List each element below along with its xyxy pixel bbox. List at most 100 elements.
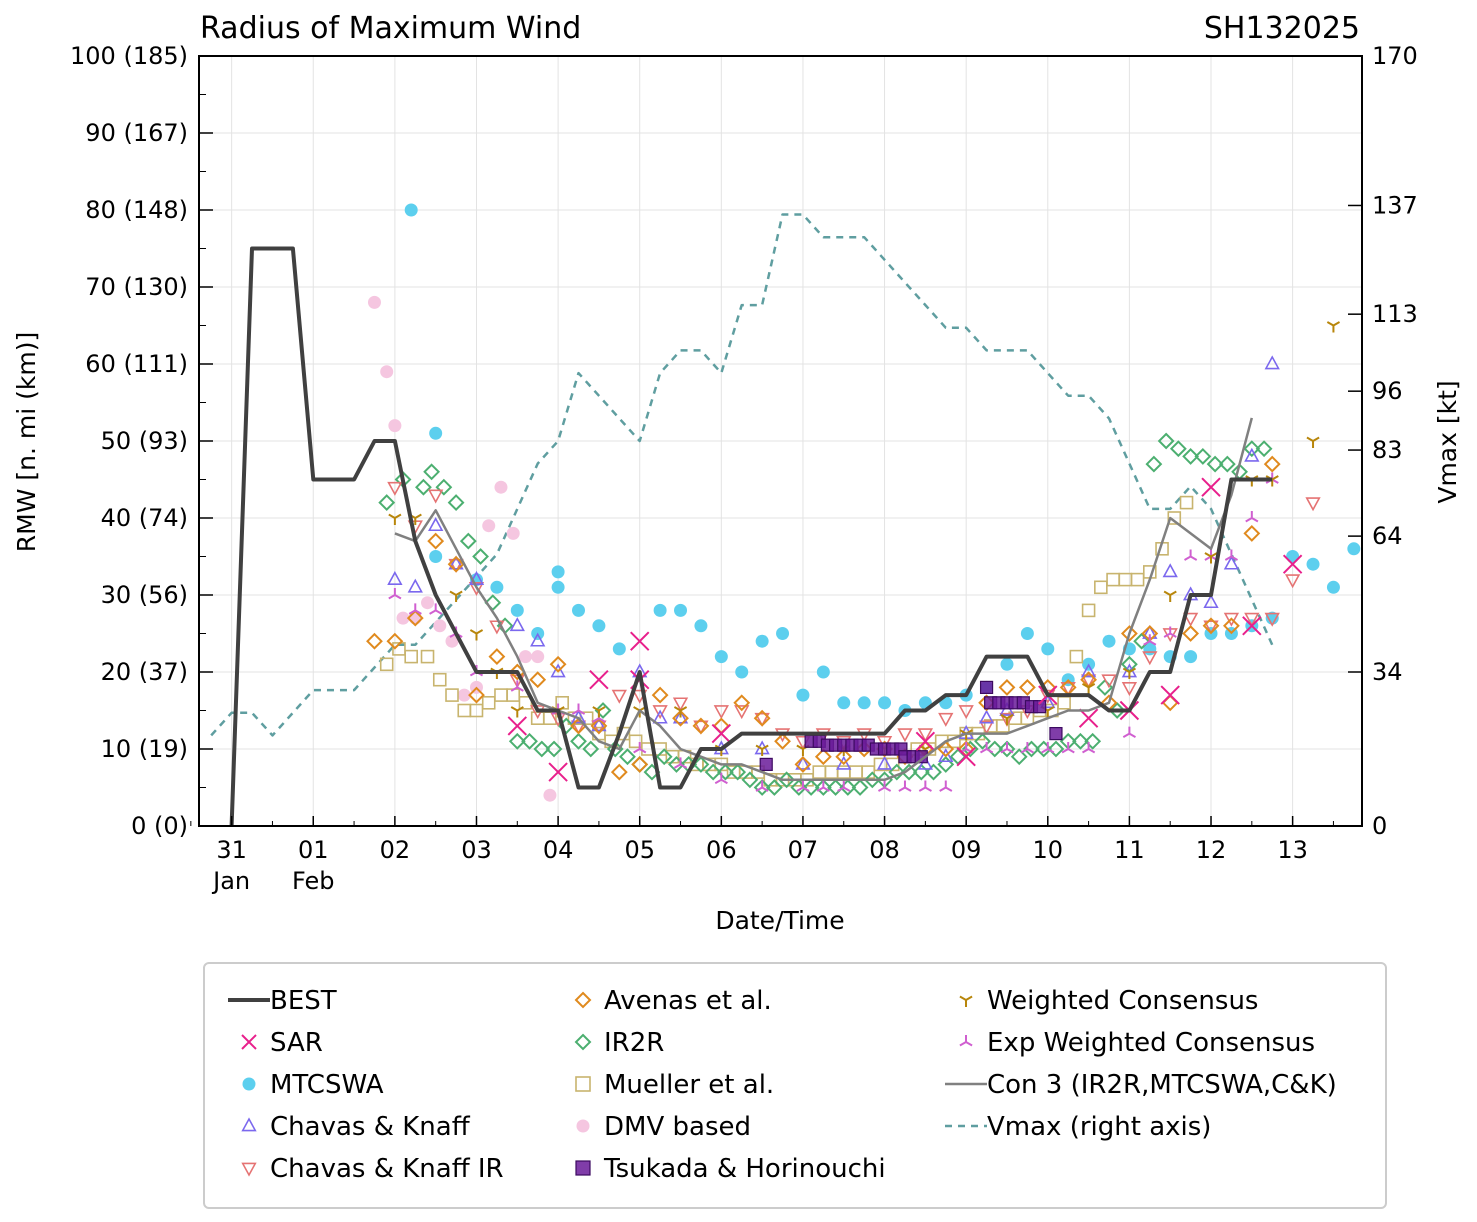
- data-point: [1145, 455, 1163, 473]
- data-point: [533, 740, 551, 758]
- legend-item-mueller-et-al: Mueller et al.: [575, 1070, 774, 1100]
- data-point: [1049, 726, 1063, 741]
- data-point: [978, 709, 995, 724]
- data-point: [1018, 678, 1036, 696]
- data-point: [489, 620, 505, 635]
- data-point: [999, 712, 1015, 727]
- legend-item-avenas-et-al: Avenas et al.: [574, 986, 772, 1016]
- data-point: [1033, 700, 1047, 714]
- data-point: [508, 732, 526, 750]
- data-point: [795, 755, 811, 770]
- data-point: [1284, 574, 1301, 589]
- x-tick-label: 02: [380, 836, 411, 864]
- data-point: [835, 748, 853, 766]
- data-point: [794, 755, 812, 773]
- data-point: [996, 719, 1010, 733]
- data-point: [1000, 742, 1014, 754]
- data-point: [429, 550, 443, 563]
- data-point: [469, 703, 484, 718]
- data-point: [1069, 649, 1084, 664]
- data-point: [912, 763, 930, 781]
- data-point: [1108, 702, 1126, 719]
- x-tick-label: 01: [298, 836, 329, 864]
- legend-swatch: [575, 1076, 591, 1092]
- data-point: [653, 603, 667, 617]
- data-point: [814, 779, 832, 796]
- axis-layer: 31 Jan 01 Feb 02 03 04 05 06 07 08 09 10 11 12 13 0 (0) 1…: [70, 42, 1418, 895]
- y2-tick-label: 113: [1372, 300, 1418, 328]
- data-point: [448, 555, 464, 570]
- data-point: [592, 706, 606, 718]
- data-point: [714, 650, 728, 664]
- data-point: [673, 757, 688, 769]
- legend-swatch: [242, 1077, 256, 1091]
- x-tick-label: 09: [951, 836, 982, 864]
- data-point: [619, 748, 636, 766]
- data-point: [754, 712, 770, 727]
- data-point: [1306, 557, 1320, 571]
- data-point: [692, 717, 710, 735]
- y-tick-label: 10 (19): [101, 735, 188, 763]
- data-point: [1084, 732, 1102, 750]
- data-point: [1081, 603, 1096, 618]
- data-point: [570, 720, 587, 735]
- y2-tick-label: 83: [1372, 436, 1403, 464]
- data-point: [1078, 708, 1099, 728]
- data-point: [1072, 732, 1089, 750]
- x-tick-label: 07: [788, 836, 819, 864]
- data-point: [998, 740, 1016, 758]
- data-point: [652, 709, 668, 724]
- data-point: [1160, 685, 1180, 705]
- data-point: [778, 771, 796, 789]
- y2-tick-label: 64: [1372, 522, 1403, 550]
- data-point: [674, 603, 688, 617]
- data-point: [510, 706, 524, 718]
- legend-swatch: [574, 991, 592, 1009]
- data-point: [796, 780, 810, 792]
- data-point: [387, 570, 403, 585]
- data-point: [939, 780, 953, 792]
- data-point: [488, 648, 506, 666]
- x-tick-sublabel: Jan: [211, 867, 250, 895]
- data-point: [468, 686, 485, 704]
- data-point: [490, 580, 504, 594]
- data-point: [531, 650, 545, 664]
- legend-label: Avenas et al.: [604, 986, 772, 1016]
- legend-item-chavas-knaff-ir: Chavas & Knaff IR: [241, 1154, 504, 1184]
- x-tick-label: 10: [1033, 836, 1064, 864]
- data-point: [759, 757, 773, 772]
- data-point: [1061, 742, 1075, 754]
- data-point: [550, 663, 566, 678]
- data-point: [367, 295, 381, 309]
- legend-label: Exp Weighted Consensus: [987, 1028, 1315, 1058]
- data-point: [714, 772, 728, 785]
- x-tick-label: 13: [1277, 836, 1308, 864]
- legend-item-ir2r: IR2R: [574, 1028, 664, 1058]
- x-tick-label: 31: [216, 836, 247, 864]
- data-point: [814, 748, 832, 766]
- series-sar: [507, 477, 1303, 782]
- data-point: [672, 709, 689, 724]
- legend-label: IR2R: [604, 1028, 664, 1058]
- legend-swatch: [575, 1160, 591, 1176]
- data-point: [1194, 447, 1212, 465]
- data-point: [570, 732, 587, 750]
- data-point: [482, 519, 496, 533]
- legend-item-chavas-knaff: Chavas & Knaff: [241, 1112, 471, 1142]
- x-tick-sublabel: Feb: [292, 867, 335, 895]
- data-point: [878, 696, 892, 710]
- data-point: [579, 711, 594, 726]
- data-point: [1201, 477, 1221, 497]
- legend-item-weighted-consensus: Weighted Consensus: [959, 986, 1258, 1016]
- data-point: [1203, 620, 1219, 635]
- data-point: [1041, 742, 1055, 754]
- data-point: [837, 780, 851, 792]
- data-point: [836, 755, 852, 770]
- legend-label: Con 3 (IR2R,MTCSWA,C&K): [987, 1070, 1337, 1100]
- data-point: [423, 463, 441, 481]
- legend-item-con-3-ir2r-mtcswa-c-k: Con 3 (IR2R,MTCSWA,C&K): [945, 1070, 1337, 1100]
- data-point: [1264, 355, 1280, 370]
- data-point: [469, 629, 484, 641]
- data-point: [1182, 612, 1199, 627]
- data-point: [594, 702, 612, 719]
